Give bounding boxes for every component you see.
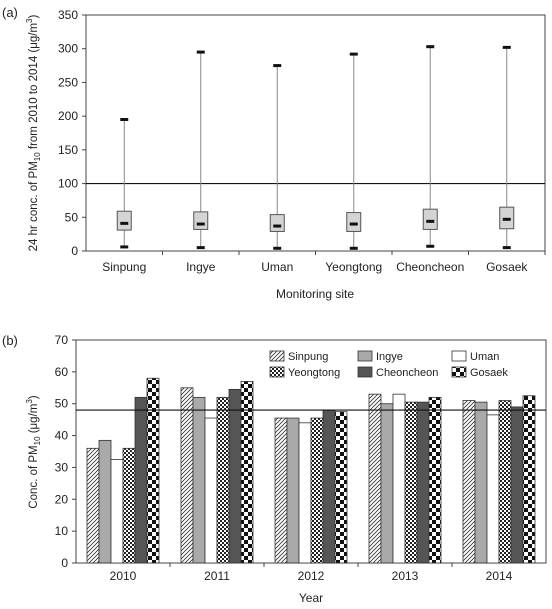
bar-cheoncheon (510, 406, 524, 564)
legend-label-cheoncheon: Cheoncheon (376, 367, 438, 379)
legend-swatch-gosaek (451, 366, 467, 378)
panel-b-y-axis-subscript: 10 (33, 436, 42, 445)
legend-label-ingye: Ingye (376, 351, 403, 363)
panel-a-x-tick-label: Ingye (186, 260, 216, 274)
panel-b-bars (86, 377, 536, 564)
panel-b-x-tick-label: 2012 (298, 569, 325, 583)
legend-swatch-uman (451, 350, 467, 362)
legend-swatch-yeongtong (269, 366, 285, 378)
legend-label-gosaek: Gosaek (470, 367, 508, 379)
panel-a-x-tick-label: Cheoncheon (396, 260, 464, 274)
bar-ingye (380, 403, 394, 564)
panel-a-y-tick-label: 300 (58, 42, 78, 56)
panel-b-y-tick-label: 40 (55, 429, 69, 443)
bar-sinpung (180, 387, 194, 564)
box-iqr (346, 212, 362, 232)
panel-b-x-tick-label: 2013 (392, 569, 419, 583)
panel-b-label: (b) (2, 333, 18, 348)
panel-a-y-axis-title: 24 hr conc. of PM10 from 2010 to 2014 (μ… (25, 15, 42, 252)
panel-a-y-tick-label: 100 (58, 177, 78, 191)
panel-a-y-axis: 0 50 100 150 200 250 300 350 (58, 8, 86, 258)
bar-gosaek (146, 377, 160, 564)
bar-cheoncheon (228, 388, 242, 564)
bar-uman (392, 393, 406, 564)
panel-a-label: (a) (2, 5, 18, 20)
panel-a-x-tick-label: Uman (261, 260, 293, 274)
legend-label-yeongtong: Yeongtong (288, 367, 340, 379)
bar-yeongtong (404, 401, 418, 564)
bar-uman (110, 459, 124, 564)
bar-yeongtong (216, 396, 230, 564)
legend-swatch-sinpung (269, 350, 285, 362)
panel-b-x-axis: 2010 2011 2012 2013 2014 (110, 563, 513, 583)
bar-gosaek (522, 395, 536, 564)
panel-a-y-tick-label: 0 (71, 244, 78, 258)
box-iqr (269, 214, 285, 232)
panel-a-y-tick-label: 50 (65, 210, 79, 224)
panel-a-x-tick-label: Yeongtong (325, 260, 382, 274)
panel-b-x-tick-label: 2011 (204, 569, 230, 583)
legend-swatch-ingye (357, 350, 373, 362)
panel-a-y-axis-subscript: 10 (33, 152, 42, 161)
panel-b-y-axis-title: Conc. of PM10 (μg/m3) (25, 395, 42, 508)
legend-label-uman: Uman (470, 351, 499, 363)
panel-b-y-tick-label: 50 (55, 397, 69, 411)
bar-yeongtong (122, 447, 136, 564)
legend-swatch-cheoncheon (357, 366, 373, 378)
panel-b-y-axis: 0 10 20 30 40 50 60 70 (55, 333, 76, 570)
panel-b-y-tick-label: 70 (55, 333, 69, 347)
bar-ingye (192, 396, 206, 564)
bar-sinpung (368, 393, 382, 564)
panel-b: (b) 0 10 20 30 40 50 60 70 2010 2011 2012 2013 2014… (2, 333, 547, 605)
panel-b-y-tick-label: 30 (55, 460, 69, 474)
panel-a-y-axis-superscript: 3 (25, 18, 34, 23)
panel-a-plot-frame (85, 14, 546, 252)
bar-sinpung (86, 447, 100, 564)
panel-a-x-axis-title: Monitoring site (276, 287, 354, 301)
bar-uman (298, 422, 312, 564)
panel-a-x-tick-label: Sinpung (102, 260, 146, 274)
panel-b-y-tick-label: 10 (55, 524, 69, 538)
bar-uman (486, 414, 500, 564)
bar-ingye (474, 401, 488, 564)
panel-b-y-axis-superscript: 3 (25, 399, 34, 404)
bar-gosaek (334, 411, 348, 564)
panel-a-y-tick-label: 200 (58, 109, 78, 123)
bar-cheoncheon (134, 396, 148, 564)
box-iqr (422, 208, 438, 230)
panel-a-boxes (116, 45, 515, 250)
panel-b-y-tick-label: 20 (55, 492, 69, 506)
panel-b-x-tick-label: 2014 (486, 569, 513, 583)
bar-gosaek (240, 381, 254, 564)
box-iqr (193, 211, 209, 230)
bar-gosaek (428, 396, 442, 564)
bar-yeongtong (498, 400, 512, 564)
legend-label-sinpung: Sinpung (288, 351, 328, 363)
panel-a-y-tick-label: 150 (58, 143, 78, 157)
panel-a-y-tick-label: 350 (58, 8, 78, 22)
bar-uman (204, 417, 218, 564)
bar-ingye (98, 439, 112, 564)
bar-sinpung (462, 400, 476, 564)
bar-sinpung (274, 417, 288, 564)
bar-cheoncheon (416, 401, 430, 564)
bar-cheoncheon (322, 409, 336, 564)
bar-ingye (286, 417, 300, 564)
panel-b-x-tick-label: 2010 (110, 569, 137, 583)
box-iqr (116, 210, 132, 231)
panel-b-legend: Sinpung Ingye Uman Yeongtong Cheoncheon Gosae… (269, 350, 508, 379)
panel-b-y-tick-label: 0 (61, 556, 68, 570)
panel-a: (a) 0 50 100 150 200 250 300 350 Sinpung Ingye Um… (2, 5, 546, 301)
panel-a-x-tick-label: Gosaek (486, 260, 528, 274)
panel-b-y-tick-label: 60 (55, 365, 69, 379)
panel-a-x-axis: Sinpung Ingye Uman Yeongtong Cheoncheon Gosae… (102, 251, 546, 274)
panel-a-y-tick-label: 250 (58, 75, 78, 89)
bar-yeongtong (310, 417, 324, 564)
panel-b-x-axis-title: Year (299, 591, 323, 605)
